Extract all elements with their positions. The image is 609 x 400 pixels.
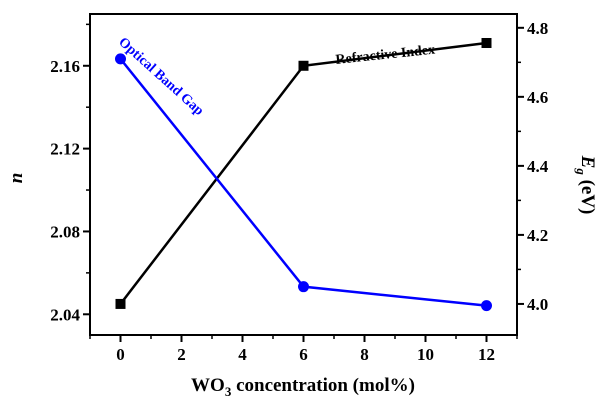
series-label-optical-band-gap: Optical Band Gap <box>115 35 206 119</box>
y-left-tick-label: 2.08 <box>50 222 80 241</box>
data-point <box>298 60 309 71</box>
y-right-tick-label: 4.4 <box>527 157 549 176</box>
y-left-tick-label: 2.04 <box>50 305 80 324</box>
data-point <box>298 281 309 293</box>
x-tick-label: 4 <box>238 345 247 364</box>
x-tick-label: 0 <box>116 345 125 364</box>
x-tick-label: 2 <box>177 345 186 364</box>
data-point <box>481 37 492 48</box>
y-right-tick-label: 4.0 <box>527 295 548 314</box>
y-right-tick-label: 4.2 <box>527 226 548 245</box>
y-left-tick-label: 2.12 <box>50 140 80 159</box>
y-axis-left-title: n <box>6 173 27 184</box>
y-right-tick-label: 4.6 <box>527 88 548 107</box>
x-tick-label: 12 <box>478 345 495 364</box>
data-point <box>481 300 492 312</box>
y-right-tick-label: 4.8 <box>527 19 548 38</box>
x-tick-label: 6 <box>299 345 308 364</box>
y-left-tick-label: 2.16 <box>50 57 80 76</box>
data-point <box>115 298 126 309</box>
data-point <box>115 53 126 65</box>
y-axis-right-title: Eg (eV) <box>574 155 598 215</box>
series-label-refractive-index: Refractive Index <box>335 43 436 68</box>
x-axis-title: WO3 concentration (mol%) <box>191 375 415 399</box>
x-tick-label: 10 <box>417 345 434 364</box>
x-tick-label: 8 <box>360 345 369 364</box>
